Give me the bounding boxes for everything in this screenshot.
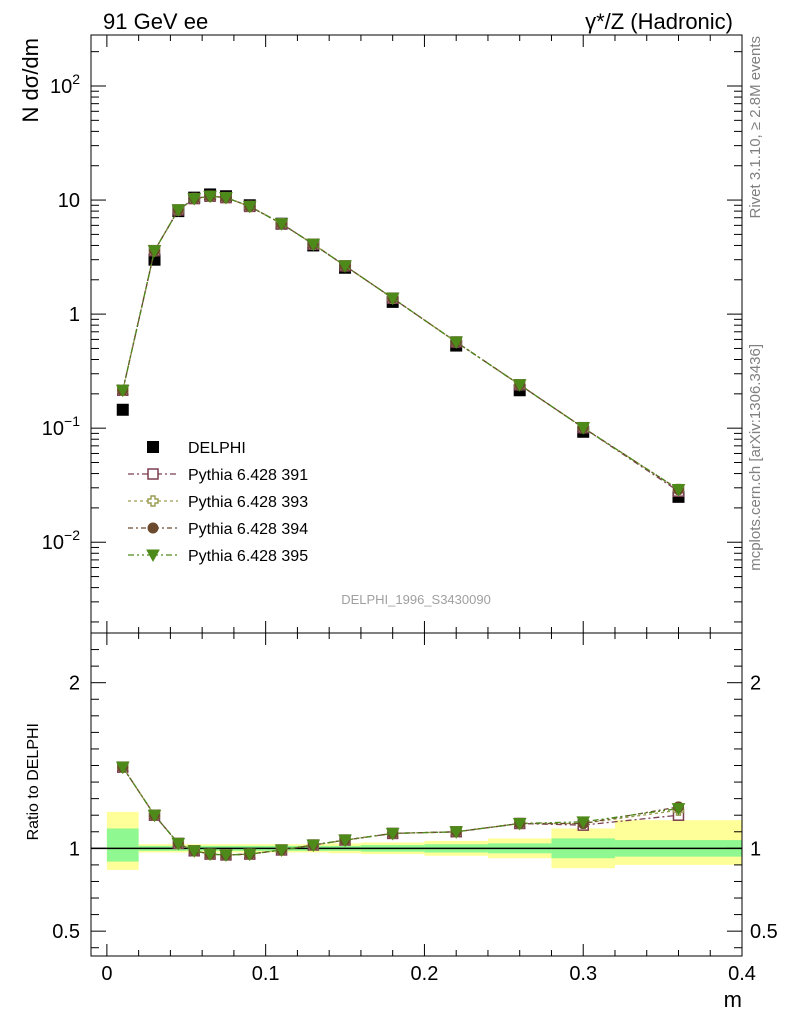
header-right: γ*/Z (Hadronic) — [585, 9, 733, 34]
x-axis-label: m — [724, 987, 742, 1012]
ratio-series-point — [449, 826, 464, 839]
analysis-label: DELPHI_1996_S3430090 — [341, 592, 491, 607]
series-point — [512, 379, 527, 392]
series-point — [187, 193, 202, 206]
main-ylabel: N dσ/dm — [18, 38, 43, 123]
series-point — [338, 260, 352, 273]
legend-label: Pythia 6.428 395 — [188, 548, 308, 565]
side-mcplots: mcplots.cern.ch [arXiv:1306.3436] — [747, 344, 764, 571]
legend-label-data: DELPHI — [188, 440, 246, 457]
legend-marker — [147, 468, 159, 480]
series-point — [671, 483, 686, 497]
series-point — [306, 238, 321, 252]
legend-marker — [147, 522, 159, 534]
ratio-y-tick-label-right: 2 — [750, 673, 761, 695]
ratio-series-point — [671, 803, 686, 816]
y-tick-label: 10 — [58, 190, 80, 212]
x-tick-label: 0.3 — [569, 963, 597, 985]
series-line — [122, 195, 679, 491]
ratio-series-point — [576, 816, 591, 829]
y-tick-label: 10−1 — [42, 413, 80, 440]
ratio-series-point — [306, 839, 321, 853]
legend-label: Pythia 6.428 391 — [188, 467, 308, 484]
data-point — [116, 403, 129, 416]
y-tick-label: 10−2 — [42, 527, 80, 554]
ratio-series-point — [338, 834, 352, 848]
ratio-ylabel: Ratio to DELPHI — [25, 723, 42, 840]
series-point — [147, 245, 162, 258]
ratio-series-point — [219, 849, 233, 863]
ratio-panel: 0.5 0.5 1 1 2 2 — [52, 632, 778, 957]
ratio-series-point — [115, 761, 130, 775]
series-point — [242, 200, 257, 214]
legend-marker-data — [147, 441, 159, 453]
y-tick-label: 1 — [69, 304, 80, 326]
ratio-series-point — [242, 848, 257, 862]
series-point — [274, 218, 289, 231]
series-point — [576, 422, 591, 435]
ratio-y-tick-label: 0.5 — [52, 921, 80, 943]
x-tick-label: 0.2 — [411, 963, 439, 985]
ratio-y-tick-label: 1 — [69, 838, 80, 860]
ratio-series-point — [274, 844, 289, 858]
ratio-y-tick-label-right: 1 — [750, 838, 761, 860]
legend-marker — [146, 549, 160, 563]
series-point — [203, 190, 217, 204]
legend: DELPHI Pythia 6.428 391 Pythia 6.428 393 Py… — [128, 440, 308, 565]
ratio-y-tick-label: 2 — [69, 673, 80, 695]
y-tick-label: 102 — [50, 71, 80, 98]
ratio-band-inner — [106, 828, 139, 862]
header-left: 91 GeV ee — [103, 9, 208, 34]
legend-label: Pythia 6.428 394 — [188, 521, 308, 538]
series-point — [115, 384, 130, 398]
x-tick-label: 0 — [101, 963, 112, 985]
series-point — [449, 336, 464, 350]
ratio-series-point — [385, 827, 400, 841]
series-point — [385, 292, 400, 306]
ratio-y-tick-label-right: 0.5 — [750, 921, 778, 943]
x-tick-label: 0.1 — [252, 963, 280, 985]
legend-label: Pythia 6.428 393 — [188, 494, 308, 511]
ratio-series-point — [203, 848, 217, 862]
main-panel: 10−2 10−1 1 10 102 — [42, 34, 743, 634]
side-rivet: Rivet 3.1.10, ≥ 2.8M events — [747, 36, 764, 219]
ratio-series-point — [512, 817, 527, 831]
ratio-frame — [90, 632, 743, 957]
x-tick-label: 0.4 — [728, 963, 756, 985]
ratio-series-point — [187, 845, 202, 858]
series-point — [171, 204, 186, 217]
legend-marker — [147, 495, 159, 507]
series-point — [219, 192, 233, 205]
ratio-series-point — [147, 809, 162, 823]
ratio-series-point — [171, 837, 186, 851]
